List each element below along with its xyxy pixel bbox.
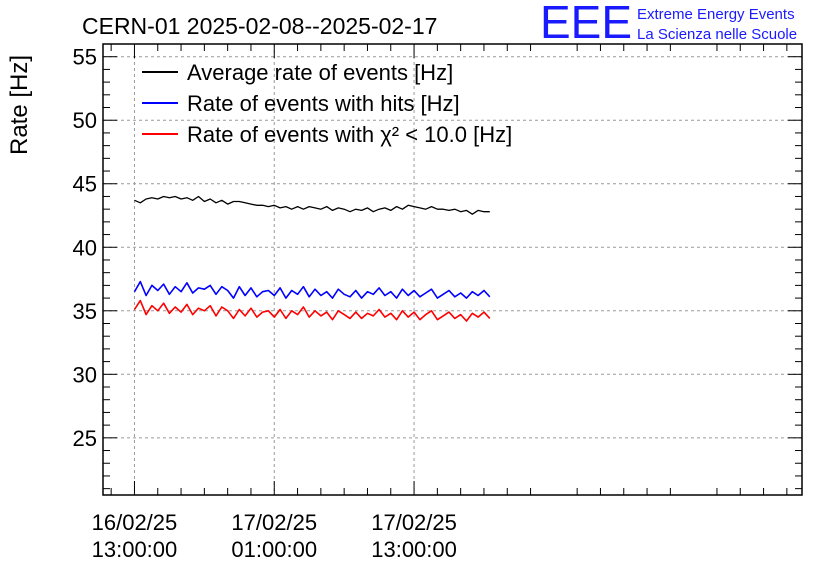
legend-entry-hits: Rate of events with hits [Hz]	[142, 91, 460, 116]
series-lines	[133, 195, 491, 322]
eee-logo-line2: La Scienza nelle Scuole	[637, 26, 797, 43]
legend-label-hits: Rate of events with hits [Hz]	[187, 91, 460, 116]
x-tick-label-time: 13:00:00	[92, 537, 178, 562]
x-tick-label-date: 17/02/25	[371, 510, 457, 535]
series-line-hits	[133, 280, 491, 299]
legend-entry-average: Average rate of events [Hz]	[142, 60, 453, 85]
y-tick-label: 25	[73, 426, 97, 451]
x-tick-label-date: 16/02/25	[92, 510, 178, 535]
y-tick-label: 35	[73, 299, 97, 324]
legend-entry-chi2: Rate of events with χ² < 10.0 [Hz]	[142, 122, 512, 147]
y-tick-label: 30	[73, 362, 97, 387]
y-tick-label: 55	[73, 45, 97, 70]
y-tick-label: 45	[73, 172, 97, 197]
y-axis-label: Rate [Hz]	[6, 55, 33, 155]
eee-logo-mark: EEE	[540, 0, 632, 48]
series-line-chi2	[133, 299, 491, 322]
series-line-average	[134, 195, 490, 215]
legend: Average rate of events [Hz] Rate of even…	[142, 60, 512, 147]
x-tick-label-time: 13:00:00	[371, 537, 457, 562]
y-tick-label: 50	[73, 108, 97, 133]
axes: 2530354045505516/02/2513:00:0017/02/2501…	[73, 43, 803, 562]
plot-frame	[102, 43, 803, 496]
legend-label-chi2: Rate of events with χ² < 10.0 [Hz]	[187, 122, 512, 147]
legend-label-average: Average rate of events [Hz]	[187, 60, 453, 85]
x-tick-label-time: 01:00:00	[231, 537, 317, 562]
eee-logo-line1: Extreme Energy Events	[637, 6, 795, 23]
y-tick-label: 40	[73, 235, 97, 260]
chart-title: CERN-01 2025-02-08--2025-02-17	[82, 13, 437, 39]
eee-logo: EEE Extreme Energy Events La Scienza nel…	[540, 0, 797, 48]
x-tick-label-date: 17/02/25	[231, 510, 317, 535]
